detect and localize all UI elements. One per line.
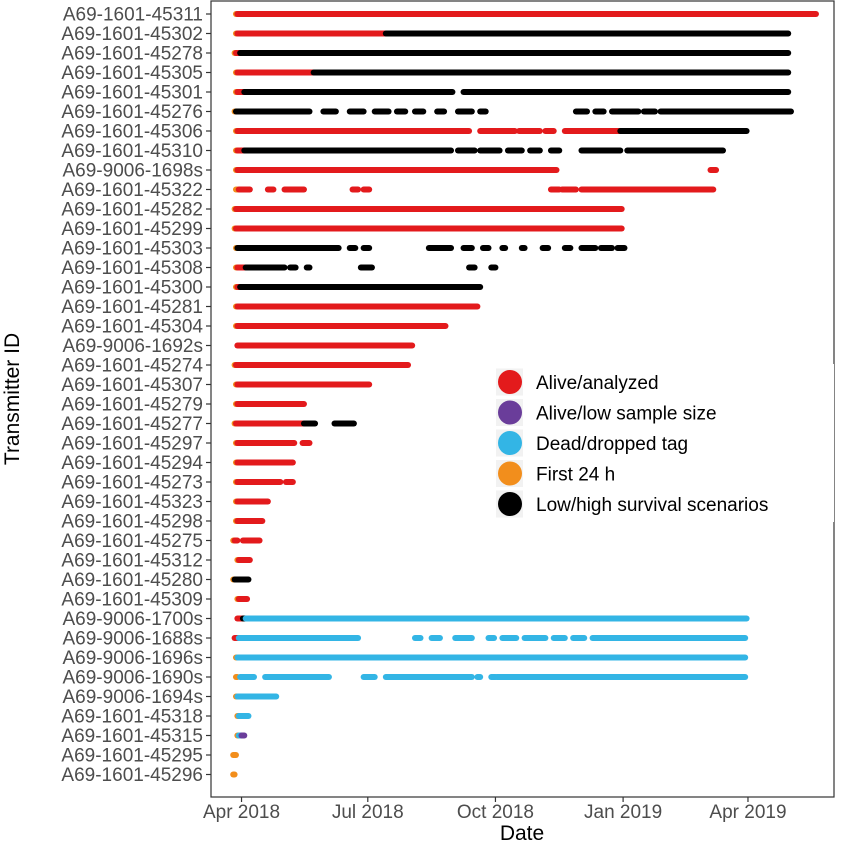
legend-swatch-alive — [498, 370, 522, 394]
y-tick-label: A69-1601-45312 — [61, 551, 203, 572]
y-tick-label: A69-1601-45308 — [61, 258, 203, 279]
y-tick-label: A69-9006-1688s — [63, 629, 204, 650]
y-tick-label: A69-1601-45299 — [61, 219, 203, 240]
y-tick-label: A69-1601-45276 — [61, 102, 203, 123]
y-tick-labels: A69-1601-45311A69-1601-45302A69-1601-452… — [61, 5, 211, 786]
x-tick-label: Oct 2018 — [457, 802, 534, 823]
y-tick-label: A69-1601-45282 — [61, 200, 203, 221]
y-tick-label: A69-1601-45300 — [61, 278, 203, 299]
y-tick-label: A69-1601-45304 — [61, 317, 203, 338]
y-tick-label: A69-1601-45281 — [61, 297, 203, 318]
y-tick-label: A69-1601-45323 — [61, 492, 203, 513]
y-tick-label: A69-1601-45295 — [61, 746, 203, 767]
legend-label-alive: Alive/analyzed — [536, 373, 659, 394]
y-tick-label: A69-1601-45303 — [61, 239, 203, 260]
legend: Alive/analyzed Alive/low sample size Dead/… — [494, 364, 834, 522]
legend-label-scen: Low/high survival scenarios — [536, 495, 768, 516]
x-tick-label: Apr 2019 — [709, 802, 786, 823]
x-tick-label: Jan 2019 — [584, 802, 662, 823]
y-tick-label: A69-1601-45273 — [61, 473, 203, 494]
legend-swatch-scen — [498, 492, 522, 516]
legend-swatch-low — [498, 400, 522, 425]
y-tick-label: A69-1601-45301 — [61, 83, 203, 104]
legend-background — [494, 364, 834, 522]
segments-layer — [230, 11, 819, 778]
y-tick-label: A69-1601-45302 — [61, 24, 203, 45]
y-tick-label: A69-1601-45279 — [61, 395, 203, 416]
y-tick-label: A69-1601-45275 — [61, 531, 203, 552]
y-tick-label: A69-1601-45274 — [61, 356, 203, 377]
y-tick-label: A69-1601-45306 — [61, 122, 203, 143]
legend-swatch-first — [498, 461, 522, 486]
y-tick-label: A69-9006-1696s — [63, 648, 204, 669]
y-tick-label: A69-1601-45294 — [61, 453, 203, 474]
y-tick-label: A69-1601-45322 — [61, 180, 203, 201]
y-tick-label: A69-9006-1690s — [63, 668, 204, 689]
y-tick-label: A69-9006-1700s — [63, 609, 204, 630]
x-tick-label: Jul 2018 — [332, 802, 404, 823]
y-tick-label: A69-1601-45309 — [61, 590, 203, 611]
y-tick-label: A69-1601-45297 — [61, 434, 203, 455]
legend-swatch-dead — [498, 431, 522, 455]
y-tick-label: A69-1601-45298 — [61, 512, 203, 533]
legend-label-first: First 24 h — [536, 465, 615, 486]
x-axis-title: Date — [500, 822, 544, 845]
y-tick-label: A69-1601-45318 — [61, 707, 203, 728]
y-tick-label: A69-1601-45310 — [61, 141, 203, 162]
y-tick-label: A69-9006-1692s — [63, 336, 204, 357]
y-tick-label: A69-1601-45315 — [61, 726, 203, 747]
y-tick-label: A69-1601-45280 — [61, 570, 203, 591]
legend-label-dead: Dead/dropped tag — [536, 434, 688, 455]
y-tick-label: A69-1601-45296 — [61, 765, 203, 786]
y-tick-label: A69-9006-1698s — [63, 161, 204, 182]
y-tick-label: A69-1601-45305 — [61, 63, 203, 84]
y-tick-label: A69-9006-1694s — [63, 687, 204, 708]
y-tick-label: A69-1601-45278 — [61, 44, 203, 65]
x-tick-labels: Apr 2018 Jul 2018 Oct 2018 Jan 2019 Apr 2019 — [203, 797, 787, 823]
x-tick-label: Apr 2018 — [203, 802, 280, 823]
y-tick-label: A69-1601-45307 — [61, 375, 203, 396]
y-tick-label: A69-1601-45311 — [63, 5, 203, 26]
legend-label-low: Alive/low sample size — [536, 404, 717, 425]
y-axis-title: Transmitter ID — [1, 333, 24, 465]
y-tick-label: A69-1601-45277 — [61, 414, 203, 435]
